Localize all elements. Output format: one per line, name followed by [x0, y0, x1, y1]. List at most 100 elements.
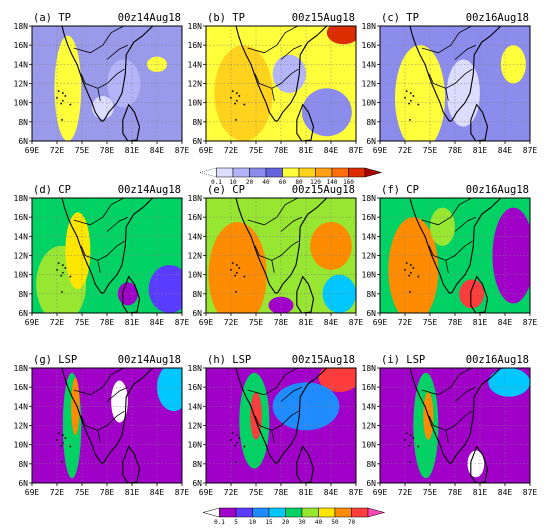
x-tick-label: 72E — [398, 488, 413, 497]
x-tick-label: 87E — [349, 146, 364, 155]
y-tick-label: 18N — [188, 194, 203, 203]
island-dot — [409, 92, 412, 94]
island-dot — [409, 264, 412, 266]
field-blob — [214, 45, 273, 141]
x-tick-label: 84E — [150, 488, 165, 497]
y-tick-label: 6N — [192, 137, 202, 146]
island-dot — [408, 444, 411, 447]
y-tick-label: 12N — [362, 80, 377, 89]
y-tick-label: 8N — [18, 290, 28, 299]
state-boundary — [454, 216, 476, 232]
x-tick-label: 87E — [349, 318, 364, 327]
panel-title: (f) CP — [381, 184, 419, 196]
y-tick-label: 18N — [188, 22, 203, 31]
panel-title: (b) TP — [207, 12, 245, 24]
colorbar-tick-label: 10 — [229, 179, 237, 186]
panel-time: 00z16Aug18 — [466, 12, 529, 24]
panel-title: (g) LSP — [33, 354, 77, 366]
field-blob — [147, 56, 167, 72]
island-dot — [61, 441, 64, 444]
field-blob — [92, 95, 114, 119]
panels: 69E 72E 75E 78E 81E 84E 87E 6N 8N 10N 12N 14N 16N 18N… — [14, 12, 538, 497]
y-tick-label: 12N — [188, 252, 203, 261]
panel-time: 00z14Aug18 — [118, 184, 181, 196]
y-tick-label: 18N — [362, 364, 377, 373]
x-tick-label: 72E — [50, 146, 65, 155]
x-tick-label: 69E — [373, 146, 388, 155]
y-tick-label: 16N — [188, 383, 203, 392]
coastline — [409, 198, 452, 294]
x-tick-label: 78E — [100, 318, 115, 327]
x-tick-label: 87E — [175, 318, 190, 327]
coastline — [61, 26, 104, 122]
field-blob — [208, 221, 267, 313]
colorbar-tick-label: 120 — [310, 179, 321, 186]
island-dot — [405, 262, 408, 265]
y-tick-label: 12N — [362, 422, 377, 431]
colorbar-segment — [348, 167, 366, 178]
y-tick-label: 6N — [18, 137, 28, 146]
island-dot — [234, 102, 237, 105]
y-tick-label: 8N — [366, 118, 376, 127]
island-dot — [230, 438, 232, 441]
island-dot — [417, 445, 420, 448]
island-dot — [409, 441, 412, 444]
colorbar-tick-label: 20 — [246, 179, 254, 186]
colorbar-segment — [235, 507, 253, 518]
island-dot — [57, 90, 60, 93]
coastline — [409, 26, 452, 122]
coastline — [61, 198, 104, 294]
panel-3: 69E 72E 75E 78E 81E 84E 87E 6N 8N 10N 12N 14N 16N 18N… — [362, 12, 538, 155]
field-blob — [157, 368, 182, 412]
state-boundary — [421, 26, 472, 54]
y-tick-label: 8N — [192, 118, 202, 127]
state-boundary — [445, 410, 473, 431]
x-tick-label: 75E — [75, 146, 90, 155]
x-tick-label: 69E — [25, 488, 40, 497]
island-dot — [243, 275, 246, 278]
coastline — [451, 198, 502, 294]
y-tick-label: 6N — [192, 479, 202, 488]
colorbar-segment — [351, 507, 369, 518]
state-boundary — [254, 73, 275, 101]
colorbar-tick-label: 40 — [315, 519, 323, 526]
y-tick-label: 16N — [188, 41, 203, 50]
field-blob — [148, 265, 182, 313]
island-dot — [235, 264, 238, 266]
colorbar-segment — [282, 167, 300, 178]
state-boundary — [97, 240, 125, 261]
y-tick-label: 14N — [14, 60, 29, 69]
island-dot — [408, 102, 411, 105]
colorbar-segment — [249, 167, 267, 178]
x-tick-label: 81E — [473, 318, 488, 327]
field-blob — [488, 368, 530, 397]
state-boundary — [271, 410, 299, 431]
state-boundary — [247, 368, 298, 396]
field-blob — [326, 26, 356, 45]
state-boundary — [73, 368, 124, 396]
y-tick-label: 6N — [366, 479, 376, 488]
colorbar-arrow-high — [367, 507, 386, 518]
panel-8: 69E 72E 75E 78E 81E 84E 87E 6N 8N 10N 12N 14N 16N 18N… — [188, 354, 364, 497]
x-tick-label: 75E — [75, 318, 90, 327]
sri-lanka-outline — [122, 275, 141, 313]
y-tick-label: 14N — [14, 402, 29, 411]
state-boundary — [454, 386, 476, 402]
island-dot — [238, 437, 241, 439]
colorbar-tick-label: 20 — [282, 519, 290, 526]
panel-9: 69E 72E 75E 78E 81E 84E 87E 6N 8N 10N 12N 14N 16N 18N… — [362, 354, 538, 497]
y-tick-label: 10N — [188, 441, 203, 450]
colorbar-tick-label: 80 — [295, 179, 303, 186]
island-dot — [235, 291, 237, 293]
y-tick-label: 8N — [192, 460, 202, 469]
state-boundary — [97, 410, 125, 431]
island-dot — [56, 438, 58, 441]
island-dot — [409, 461, 411, 463]
island-dot — [61, 119, 63, 121]
y-tick-label: 8N — [366, 460, 376, 469]
field-blob — [272, 54, 307, 94]
field-blob — [318, 368, 356, 392]
field-blob — [54, 35, 82, 141]
colorbar-tick-label: 40 — [262, 179, 270, 186]
x-tick-label: 81E — [299, 488, 314, 497]
